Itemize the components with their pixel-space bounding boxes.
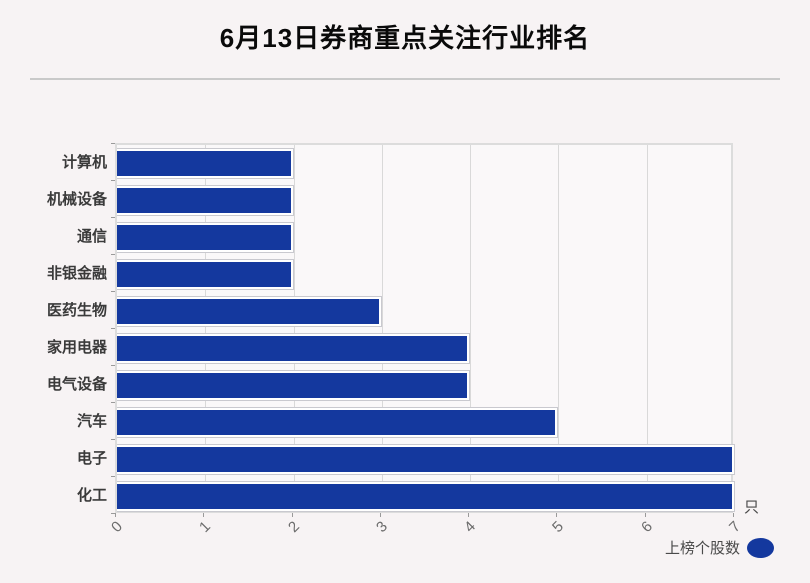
bar-fill: [117, 410, 555, 435]
y-axis-label-6: 家用电器: [46, 339, 107, 356]
page-title: 6月13日券商重点关注行业排名: [219, 23, 591, 53]
gridline-x-3: [382, 145, 383, 511]
x-axis-tick-label-2: 2: [285, 518, 304, 536]
bar-6: [117, 333, 470, 364]
bar-fill: [117, 299, 379, 324]
bar-fill: [117, 484, 732, 509]
y-axis-tick: [111, 254, 115, 255]
legend-item-listed-stocks[interactable]: 上榜个股数: [665, 537, 774, 558]
legend-marker-icon: [747, 537, 774, 558]
y-axis-tick: [111, 291, 115, 292]
bar-fill: [117, 336, 467, 361]
x-axis-tick-label-3: 3: [373, 518, 392, 536]
x-axis-tick-label-1: 1: [196, 518, 215, 536]
x-axis-tick-label-4: 4: [461, 518, 480, 536]
y-axis-label-8: 汽车: [76, 413, 107, 430]
x-axis-unit-label: 只: [744, 499, 760, 516]
bar-2: [117, 185, 294, 216]
y-axis-tick: [111, 328, 115, 329]
y-axis-label-3: 通信: [76, 228, 107, 245]
bar-fill: [117, 373, 467, 398]
y-axis-label-2: 机械设备: [46, 191, 107, 208]
y-axis-label-10: 化工: [76, 487, 107, 504]
y-axis-tick: [111, 513, 115, 514]
bar-3: [117, 222, 294, 253]
chart-plot-area: [115, 143, 735, 513]
legend-label: 上榜个股数: [664, 540, 740, 557]
x-axis-tick: [468, 513, 469, 517]
y-axis-tick: [111, 180, 115, 181]
bar-9: [117, 444, 735, 475]
y-axis-label-7: 电气设备: [46, 376, 107, 393]
y-axis-label-9: 电子: [76, 450, 107, 467]
gridline-x-5: [558, 145, 559, 511]
x-axis-tick: [556, 513, 557, 517]
y-axis-tick: [111, 402, 115, 403]
y-axis-label-4: 非银金融: [46, 265, 107, 282]
x-axis-tick: [292, 513, 293, 517]
bar-fill: [117, 188, 291, 213]
x-axis-tick-label-5: 5: [549, 518, 568, 536]
y-axis-category-labels: 计算机机械设备通信非银金融医药生物家用电器电气设备汽车电子化工: [0, 143, 107, 513]
x-axis-tick: [380, 513, 381, 517]
x-axis-tick: [203, 513, 204, 517]
bar-5: [117, 296, 382, 327]
gridline-x-2: [294, 145, 295, 511]
title-divider: [30, 78, 780, 80]
bar-fill: [117, 447, 732, 472]
y-axis-label-1: 计算机: [61, 154, 107, 171]
gridline-x-1: [205, 145, 206, 511]
y-axis-label-5: 医药生物: [46, 302, 107, 319]
y-axis-tick: [111, 217, 115, 218]
x-axis-tick: [733, 513, 734, 517]
bar-fill: [117, 151, 291, 176]
x-axis-tick-label-0: 0: [108, 518, 127, 536]
y-axis-tick: [111, 365, 115, 366]
x-axis-tick: [115, 513, 116, 517]
gridline-x-6: [647, 145, 648, 511]
bar-1: [117, 148, 294, 179]
x-axis-tick-label-6: 6: [638, 518, 657, 536]
bar-8: [117, 407, 558, 438]
bar-7: [117, 370, 470, 401]
gridline-x-4: [470, 145, 471, 511]
y-axis-tick: [111, 476, 115, 477]
y-axis-tick: [111, 143, 115, 144]
bar-fill: [117, 225, 291, 250]
bar-fill: [117, 262, 291, 287]
bar-10: [117, 481, 735, 512]
y-axis-tick: [111, 439, 115, 440]
bar-4: [117, 259, 294, 290]
x-axis-tick: [645, 513, 646, 517]
